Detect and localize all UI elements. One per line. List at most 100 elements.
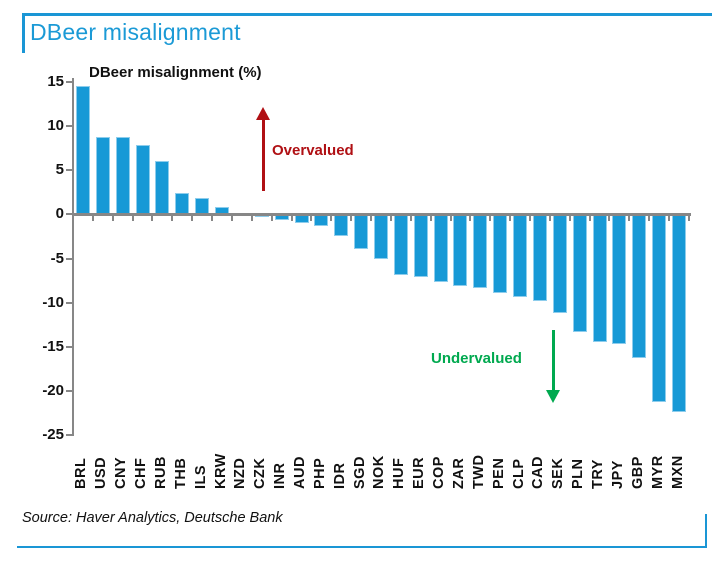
x-label-brl: BRL: [73, 457, 90, 489]
bar-eur: [413, 215, 428, 278]
bar-zar: [453, 215, 468, 287]
x-label-chf: CHF: [133, 457, 150, 489]
bar-pen: [493, 215, 508, 294]
overvalued-annotation: Overvalued: [272, 142, 354, 159]
x-tick-mark: [429, 216, 432, 221]
y-axis-line: [72, 78, 74, 436]
x-tick-mark: [389, 216, 392, 221]
bar-php: [314, 215, 329, 226]
x-label-clp: CLP: [510, 458, 527, 490]
x-tick-mark: [469, 216, 472, 221]
x-tick-mark: [290, 216, 293, 221]
x-tick-mark: [568, 216, 571, 221]
x-label-sgd: SGD: [351, 456, 368, 489]
bar-chf: [135, 145, 150, 215]
x-label-cop: COP: [431, 456, 448, 489]
bar-rub: [155, 161, 170, 215]
y-tick-mark: [66, 257, 73, 260]
x-tick-mark: [310, 216, 313, 221]
bar-brl: [75, 86, 90, 215]
y-tick-label: -10: [42, 293, 64, 311]
y-tick-mark: [66, 301, 73, 304]
x-label-nzd: NZD: [232, 457, 249, 489]
x-label-inr: INR: [272, 462, 289, 489]
x-label-php: PHP: [311, 457, 328, 489]
bar-cny: [115, 137, 130, 215]
bar-myr: [652, 215, 667, 402]
x-label-try: TRY: [590, 459, 607, 489]
undervalued-annotation: Undervalued: [431, 350, 522, 367]
x-tick-mark: [330, 216, 333, 221]
bar-cop: [433, 215, 448, 283]
y-tick-label: -20: [42, 382, 64, 400]
y-tick-mark: [66, 345, 73, 348]
x-label-gbp: GBP: [629, 456, 646, 489]
x-label-pln: PLN: [570, 458, 587, 490]
y-tick-mark: [66, 80, 73, 83]
x-label-idr: IDR: [331, 462, 348, 489]
arrow-shaft: [262, 117, 265, 191]
x-tick-mark: [608, 216, 611, 221]
bar-sek: [552, 215, 567, 313]
arrow-head: [546, 390, 560, 403]
footer-frame: [17, 514, 707, 548]
x-label-rub: RUB: [152, 456, 169, 489]
x-tick-mark: [588, 216, 591, 221]
bar-try: [592, 215, 607, 342]
y-tick-label: -25: [42, 426, 64, 444]
y-tick-label: 10: [47, 116, 64, 134]
x-tick-mark: [270, 216, 273, 221]
x-tick-mark: [668, 216, 671, 221]
x-label-cny: CNY: [113, 456, 130, 489]
x-label-ils: ILS: [192, 464, 209, 489]
x-tick-mark: [370, 216, 373, 221]
x-label-zar: ZAR: [450, 457, 467, 489]
x-label-krw: KRW: [212, 453, 229, 489]
x-tick-mark: [529, 216, 531, 221]
x-tick-mark: [489, 216, 492, 221]
x-tick-mark: [509, 216, 512, 221]
x-label-pen: PEN: [490, 457, 507, 489]
x-tick-mark: [449, 216, 452, 221]
x-label-cad: CAD: [530, 456, 547, 489]
x-label-twd: TWD: [470, 454, 487, 489]
undervalued-down-arrow-icon: [546, 330, 560, 403]
x-label-czk: CZK: [252, 457, 269, 489]
y-tick-label: 5: [55, 161, 64, 179]
y-tick-mark: [66, 124, 73, 127]
bar-aud: [294, 215, 309, 224]
x-tick-mark: [628, 216, 631, 221]
x-tick-mark: [171, 216, 174, 221]
x-label-aud: AUD: [292, 456, 308, 489]
x-label-huf: HUF: [391, 457, 408, 489]
bar-usd: [95, 136, 110, 215]
x-axis-zero-line: [73, 213, 691, 216]
x-label-nok: NOK: [371, 455, 388, 489]
x-tick-mark: [230, 216, 233, 221]
overvalued-up-arrow-icon: [256, 107, 270, 191]
bar-twd: [473, 215, 488, 288]
header-frame: [22, 13, 712, 53]
page-title: DBeer misalignment: [30, 19, 241, 45]
x-label-eur: EUR: [411, 456, 428, 489]
y-tick-mark: [66, 169, 73, 172]
bar-gbp: [632, 215, 647, 358]
bar-jpy: [612, 215, 627, 345]
bar-clp: [513, 215, 528, 297]
x-tick-mark: [350, 216, 353, 221]
x-tick-mark: [151, 216, 154, 221]
y-tick-label: 0: [55, 205, 64, 223]
bar-mxn: [672, 215, 687, 413]
arrow-shaft: [552, 330, 555, 392]
x-tick-mark: [409, 216, 412, 221]
arrow-head: [256, 107, 270, 120]
x-label-mxn: MXN: [669, 455, 686, 489]
y-tick-label: -15: [42, 337, 64, 355]
x-tick-mark: [72, 216, 74, 221]
bar-idr: [334, 215, 349, 236]
y-tick-label: 15: [47, 72, 64, 90]
x-tick-mark: [548, 216, 551, 221]
x-label-thb: THB: [172, 457, 189, 489]
